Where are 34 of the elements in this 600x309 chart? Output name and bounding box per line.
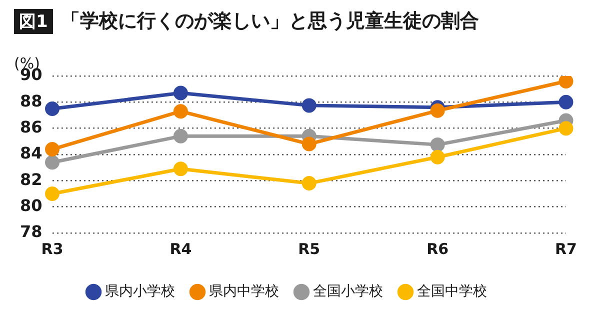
caption: 図1 [14, 8, 53, 34]
y-tick-label: 84 [20, 144, 42, 163]
x-tick-label: R3 [41, 240, 64, 258]
point [302, 136, 316, 152]
point [45, 186, 60, 201]
point [173, 86, 188, 100]
point [45, 155, 60, 170]
y-tick-label: 80 [20, 196, 42, 215]
y-tick-label: 86 [20, 117, 42, 136]
point [302, 176, 316, 191]
x-tick-label: R5 [298, 240, 320, 258]
chart-title: 「学校に行くのが楽しい」と思う児童生徒の割合 [60, 9, 479, 34]
legend-label: 県内中学校 [209, 284, 279, 300]
point [302, 98, 316, 113]
point [558, 94, 574, 110]
x-tick-label: R7 [555, 240, 577, 258]
y-tick-label: 78 [20, 222, 42, 242]
point [430, 103, 445, 118]
point [45, 101, 60, 116]
legend-label: 全国小学校 [313, 284, 383, 300]
point [558, 121, 574, 136]
legend-label: 県内小学校 [105, 284, 175, 300]
y-tick-label: 82 [20, 170, 42, 189]
point [173, 128, 188, 144]
point [45, 142, 60, 157]
point [430, 137, 445, 152]
x-tick-label: R6 [426, 240, 449, 258]
x-tick-label: R4 [170, 240, 192, 258]
point [173, 104, 188, 119]
point [430, 150, 445, 164]
point [173, 162, 188, 176]
point [558, 76, 574, 88]
y-tick-label: 88 [20, 91, 42, 110]
legend-label: 全国中学校 [417, 284, 487, 300]
